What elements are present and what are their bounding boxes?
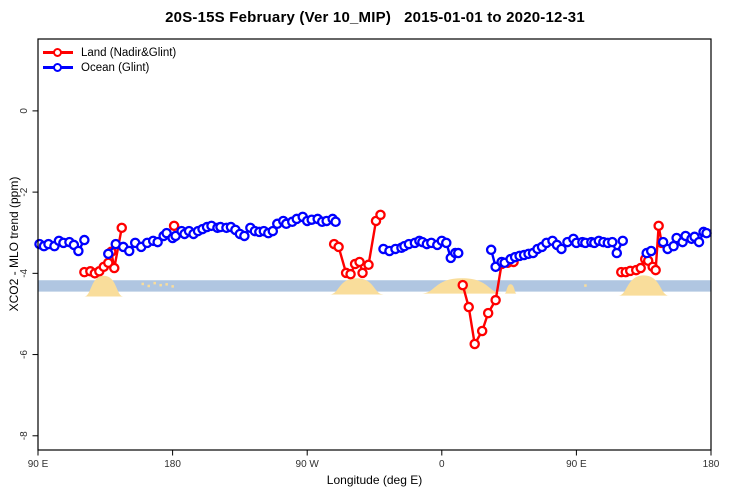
- legend-item-ocean: Ocean (Glint): [43, 60, 176, 75]
- svg-text:-6: -6: [19, 350, 30, 359]
- x-axis-title: Longitude (deg E): [326, 473, 423, 487]
- svg-text:90 E: 90 E: [28, 459, 49, 470]
- svg-text:180: 180: [703, 459, 720, 470]
- svg-text:-8: -8: [19, 431, 30, 440]
- legend-label-land: Land (Nadir&Glint): [81, 46, 177, 59]
- svg-text:180: 180: [164, 459, 181, 470]
- ocean-series-marker-icon: [43, 60, 73, 75]
- svg-text:0: 0: [19, 108, 30, 114]
- svg-text:90 E: 90 E: [566, 459, 587, 470]
- y-axis-title: XCO2 - MLO trend (ppm): [7, 176, 21, 312]
- svg-text:-4: -4: [19, 268, 30, 277]
- chart-legend: Land (Nadir&Glint) Ocean (Glint): [43, 45, 176, 75]
- legend-label-ocean: Ocean (Glint): [81, 61, 150, 74]
- chart-title: 20S-15S February (Ver 10_MIP) 2015-01-01…: [165, 9, 585, 26]
- svg-text:90 W: 90 W: [296, 459, 320, 470]
- svg-text:0: 0: [439, 459, 445, 470]
- legend-item-land: Land (Nadir&Glint): [43, 45, 176, 60]
- land-series-marker-icon: [43, 45, 73, 60]
- svg-text:-2: -2: [19, 187, 30, 196]
